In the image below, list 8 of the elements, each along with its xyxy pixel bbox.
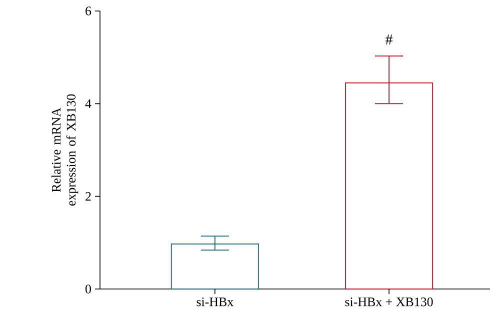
- annotation: #: [386, 34, 392, 44]
- y-tick-label: 4: [85, 99, 92, 108]
- y-tick-label: 2: [86, 192, 91, 201]
- y-tick-label: 0: [86, 284, 91, 294]
- x-tick-label: si-HBx: [196, 298, 234, 306]
- y-axis-title: Relative mRNA expression of XB130: [51, 94, 78, 206]
- x-tick-label: si-HBx + XB130: [345, 298, 433, 306]
- y-tick-label: 6: [86, 6, 92, 16]
